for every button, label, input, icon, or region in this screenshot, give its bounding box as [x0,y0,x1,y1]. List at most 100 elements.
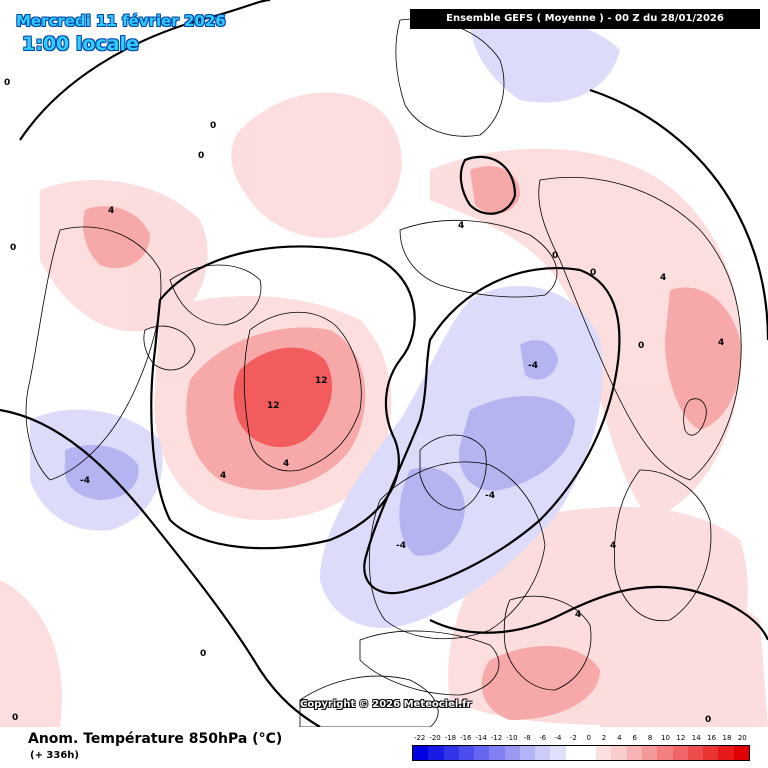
coastline-north-africa [299,675,439,728]
contour-label-4-e: 4 [660,273,666,283]
contour-label-0-g: 0 [638,341,644,351]
forecast-date: Mercredi 11 février 2026 [16,12,226,30]
contour-label-0-f: 0 [590,268,596,278]
contour-label-0-h: 0 [200,649,206,659]
scale-swatch [580,746,597,760]
coastline-canadian-arctic [169,264,262,326]
contour-label-0-a: 0 [4,78,10,88]
light-warm-region-pacific [600,589,768,727]
scale-swatch [443,746,459,760]
scale-tick-label: 14 [691,734,701,742]
scale-swatch [458,746,475,760]
scale-swatch [504,746,520,760]
warm-region-asia-south [481,646,600,720]
contour-label-4-f: 4 [718,338,724,348]
cold-region-europe [399,467,465,556]
scale-swatch [626,746,642,760]
scale-swatch [428,746,444,760]
contour-label-0-c: 0 [198,151,204,161]
contour-label-neg4-d: -4 [396,541,406,551]
coastline-greenland [243,311,362,472]
contour-label-neg4-a: -4 [80,476,90,486]
contour-arctic-ring [363,267,621,595]
contour-label-4-h: 4 [610,541,616,551]
scale-tick-label: 10 [661,734,670,742]
scale-swatch [733,746,749,760]
copyright-notice: Copyright © 2026 Meteociel.fr [300,699,472,710]
scale-tick-label: -20 [429,734,441,742]
contour-label-12-a: 12 [267,401,280,411]
scale-swatch [641,746,658,760]
strong-warm-core-greenland [233,347,333,448]
coastline-arctic-russia [399,219,558,298]
scale-tick-label: -12 [490,734,503,742]
coastline-mediterranean [359,630,500,696]
contour-label-4-b: 4 [220,471,226,481]
contour-north [19,0,271,141]
light-cold-region-north [470,16,620,103]
anomaly-contours [0,0,768,728]
scale-swatch [535,746,551,760]
contour-label-4-d: 4 [458,221,464,231]
model-run-banner: Ensemble GEFS ( Moyenne ) - 00 Z du 28/0… [410,9,760,29]
scale-tick-label: -4 [554,734,562,742]
strong-warm-regions [233,347,333,448]
coastline-east-asia [614,469,712,622]
scale-tick-label: 20 [737,734,747,742]
cold-regions [64,340,575,556]
contour-label-0-j: 0 [705,715,711,725]
scale-tick-label: 0 [586,734,591,742]
contour-small-asia [459,155,517,215]
scale-tick-label: 8 [647,734,653,742]
scale-swatch [489,746,505,760]
contour-label-0-b: 0 [210,121,216,131]
contour-label-0-i: 0 [12,713,18,723]
forecast-local-time: 1:00 locale [22,33,139,55]
scale-tick-label: 16 [707,734,717,742]
coastline-scandinavia [419,434,487,511]
coastline-japan [683,398,707,436]
warm-region-north-america [83,206,150,269]
scale-tick-label: -10 [506,734,518,742]
coastline-asia [538,177,742,481]
coastline-alaska [395,18,505,137]
scale-tick-label: -14 [475,734,487,742]
contour-label-4-c: 4 [283,459,289,469]
light-warm-region-north-atlantic [231,92,402,239]
scale-swatch [596,746,612,760]
contour-label-4-a: 4 [108,206,114,216]
scale-swatch [611,746,627,760]
scale-swatch [703,746,719,760]
cold-region-scandinavia [459,396,575,491]
light-warm-region-west [0,580,62,727]
coastline-north-america [25,226,162,481]
scale-tick-label: -2 [569,734,577,742]
contour-south [429,585,768,641]
scale-tick-label: -16 [460,734,472,742]
contour-label-0-d: 0 [10,243,16,253]
contour-greenland-ring [150,245,416,550]
contour-label-0-e: 0 [552,251,558,261]
scale-swatch [565,746,581,760]
lead-time: (+ 336h) [30,750,79,761]
scale-tick-label: 12 [676,734,686,742]
cold-region-siberia-west [520,340,558,380]
scale-tick-label: -6 [539,734,547,742]
scale-tick-label: -18 [444,734,457,742]
contour-label-4-g: 4 [575,610,581,620]
scale-swatch [687,746,704,760]
scale-tick-label: 6 [632,734,637,742]
scale-swatch [413,746,429,760]
contour-label-neg4-b: -4 [528,361,538,371]
contour-label-neg4-c: -4 [485,491,495,501]
scale-swatch [519,746,536,760]
coastline-hudson-bay [143,325,196,371]
model-run-text: Ensemble GEFS ( Moyenne ) - 00 Z du 28/0… [446,13,724,24]
scale-tick-label: 18 [722,734,732,742]
scale-swatch [474,746,490,760]
coastline-middle-east [503,595,592,691]
coastlines [25,18,742,728]
contour-label-12-b: 12 [315,376,328,386]
